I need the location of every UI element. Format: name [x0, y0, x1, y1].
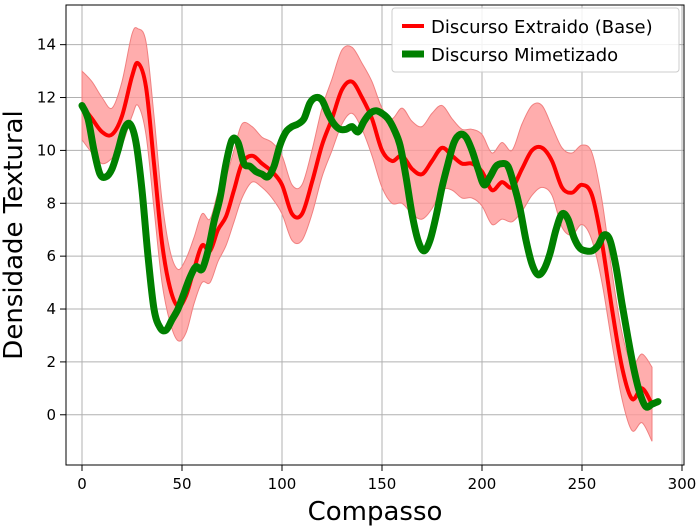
- x-tick-label: 200: [468, 475, 497, 493]
- y-tick-label: 6: [46, 247, 56, 265]
- legend: Discurso Extraido (Base) Discurso Mimeti…: [391, 7, 680, 73]
- x-tick-label: 0: [77, 475, 87, 493]
- y-tick-label: 8: [46, 194, 56, 212]
- y-tick-label: 10: [37, 141, 56, 159]
- y-tick-label: 14: [37, 36, 56, 54]
- y-tick-label: 12: [37, 89, 56, 107]
- series-line-layer: [78, 60, 662, 411]
- x-tick-label: 250: [568, 475, 597, 493]
- ticks: 0 50 100 150 200 250 300 0 2 4 6 8 10 12 14: [37, 36, 696, 493]
- y-tick-label: 4: [46, 300, 56, 318]
- x-axis-title: Compasso: [308, 497, 443, 526]
- y-tick-label: 0: [46, 406, 56, 424]
- x-tick-label: 150: [368, 475, 397, 493]
- legend-box: [391, 7, 680, 73]
- x-tick-label: 300: [668, 475, 697, 493]
- x-tick-label: 100: [268, 475, 297, 493]
- x-tick-label: 50: [172, 475, 191, 493]
- series-line-mimetizado: [78, 93, 662, 411]
- plot-frame: [65, 4, 685, 466]
- legend-label-mimetizado: Discurso Mimetizado: [431, 45, 618, 66]
- y-axis-title: Densidade Textural: [0, 110, 29, 359]
- legend-label-base: Discurso Extraido (Base): [431, 17, 653, 38]
- y-tick-label: 2: [46, 353, 56, 371]
- series-line-base: [80, 60, 654, 406]
